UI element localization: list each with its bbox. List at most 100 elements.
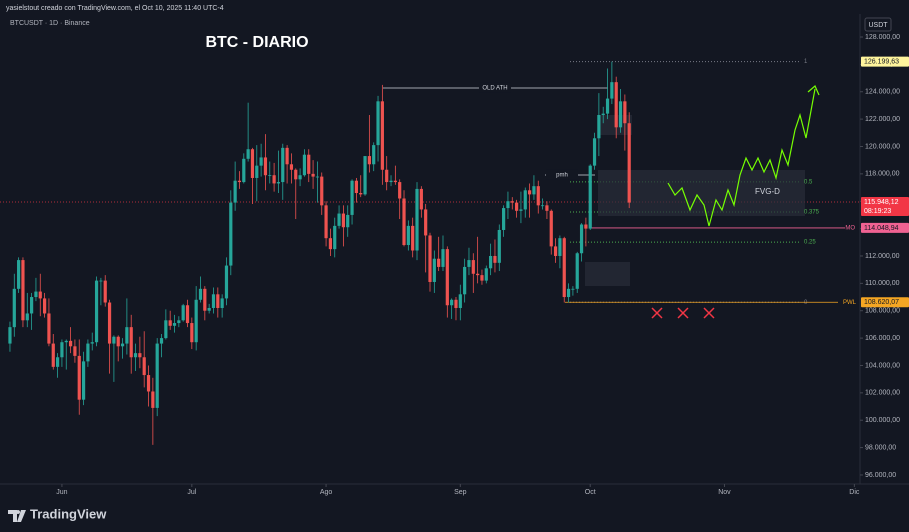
candle-body [575,253,579,289]
candle-body [337,213,341,226]
candle-body [523,190,527,210]
candle-body [94,280,99,343]
candle-body [43,298,47,314]
candle-body [276,182,281,184]
candle-body [506,201,510,209]
symbol-line: BTCUSDT · 1D · Binance [10,20,90,27]
candle-body [333,225,337,250]
candle-body [177,320,181,324]
projection-path [667,88,816,227]
candle-body [428,235,432,282]
candle-body [229,202,233,266]
candle-body [363,156,367,195]
candle-body [281,147,285,183]
candle-body [190,323,194,343]
header: yasielstout creado con TradingView.com, … [6,5,224,12]
candle-body [441,249,445,267]
candle-body [315,176,320,178]
y-tick-label: 110.000,00 [865,280,900,287]
price-label: 108.620,07 [864,299,899,306]
candle-body [103,280,107,303]
candle-body [532,186,536,195]
x-tick-label: Oct [585,489,596,496]
x-tick-label: Nov [718,489,731,496]
candle-body [553,246,558,256]
y-tick-label: 112.000,00 [865,253,900,260]
candle-body [285,147,289,165]
candle-body [25,313,29,321]
candle-body [112,336,116,344]
candle-body [566,288,571,298]
currency-box[interactable] [864,17,892,32]
candle-body [571,288,575,290]
candle-body [47,313,51,344]
candle-body [116,336,120,347]
candle-body [99,280,103,282]
candle-body [350,180,354,215]
candle-body [324,205,328,239]
x-tick-label: Jun [56,489,67,496]
candle-body [151,391,155,408]
candle-body [359,193,363,195]
level-label: OLD ATH [482,86,507,92]
candle-body [73,346,77,356]
fib-label: 1 [804,59,808,65]
candle-body [424,209,428,236]
candle-body [129,327,133,358]
y-tick-label: 98.000,00 [865,444,896,451]
y-tick-label: 124.000,00 [865,89,900,96]
candle-body [476,273,480,276]
candle-body [207,307,211,311]
footer-logo [8,510,26,522]
candle-body [510,201,514,203]
candle-body [489,255,493,269]
candle-body [8,327,12,344]
fib-label: 0.25 [804,240,816,246]
candle-body [34,291,38,298]
candle-body [458,294,462,308]
candle-body [450,299,454,306]
candle-body [463,266,467,295]
y-tick-label: 122.000,00 [865,116,900,123]
candle-body [64,340,68,343]
candle-body [263,157,268,176]
candle-body [172,323,177,326]
fvg-label: FVG-D [755,187,780,196]
candle-body [389,180,393,183]
candle-body [519,209,523,211]
price-label: 114.048,94 [864,225,899,232]
candle-body [203,288,207,311]
candle-body [259,157,263,166]
level-label: PWL [843,300,857,306]
candle-body [250,149,255,178]
candle-body [341,213,345,228]
projection-arrow [807,85,820,96]
candle-body [142,357,146,376]
candle-body [159,338,164,344]
x-mark [651,307,663,319]
y-tick-label: 102.000,00 [865,390,900,397]
candle-body [432,258,436,282]
level-label: pmh [556,173,568,179]
candle-body [268,175,272,177]
candle-body [289,164,294,170]
candle-body [627,123,631,203]
candle-body [584,224,588,229]
candle-body [623,101,627,124]
y-tick-label: 108.000,00 [865,308,900,315]
candle-body [77,355,81,400]
candle-body [484,268,488,281]
candle-body [320,176,324,206]
candle-body [120,343,125,347]
candle-body [549,210,553,247]
candle-body [411,225,415,251]
candle-body [614,82,618,128]
candle-body [558,238,562,256]
candle-body [515,202,519,211]
fib-label: 0.375 [804,210,820,216]
x-marks [651,307,715,319]
candle-body [68,340,73,347]
candle-body [255,165,259,178]
candle-body [376,101,380,146]
y-tick-label: 128.000,00 [865,34,900,41]
